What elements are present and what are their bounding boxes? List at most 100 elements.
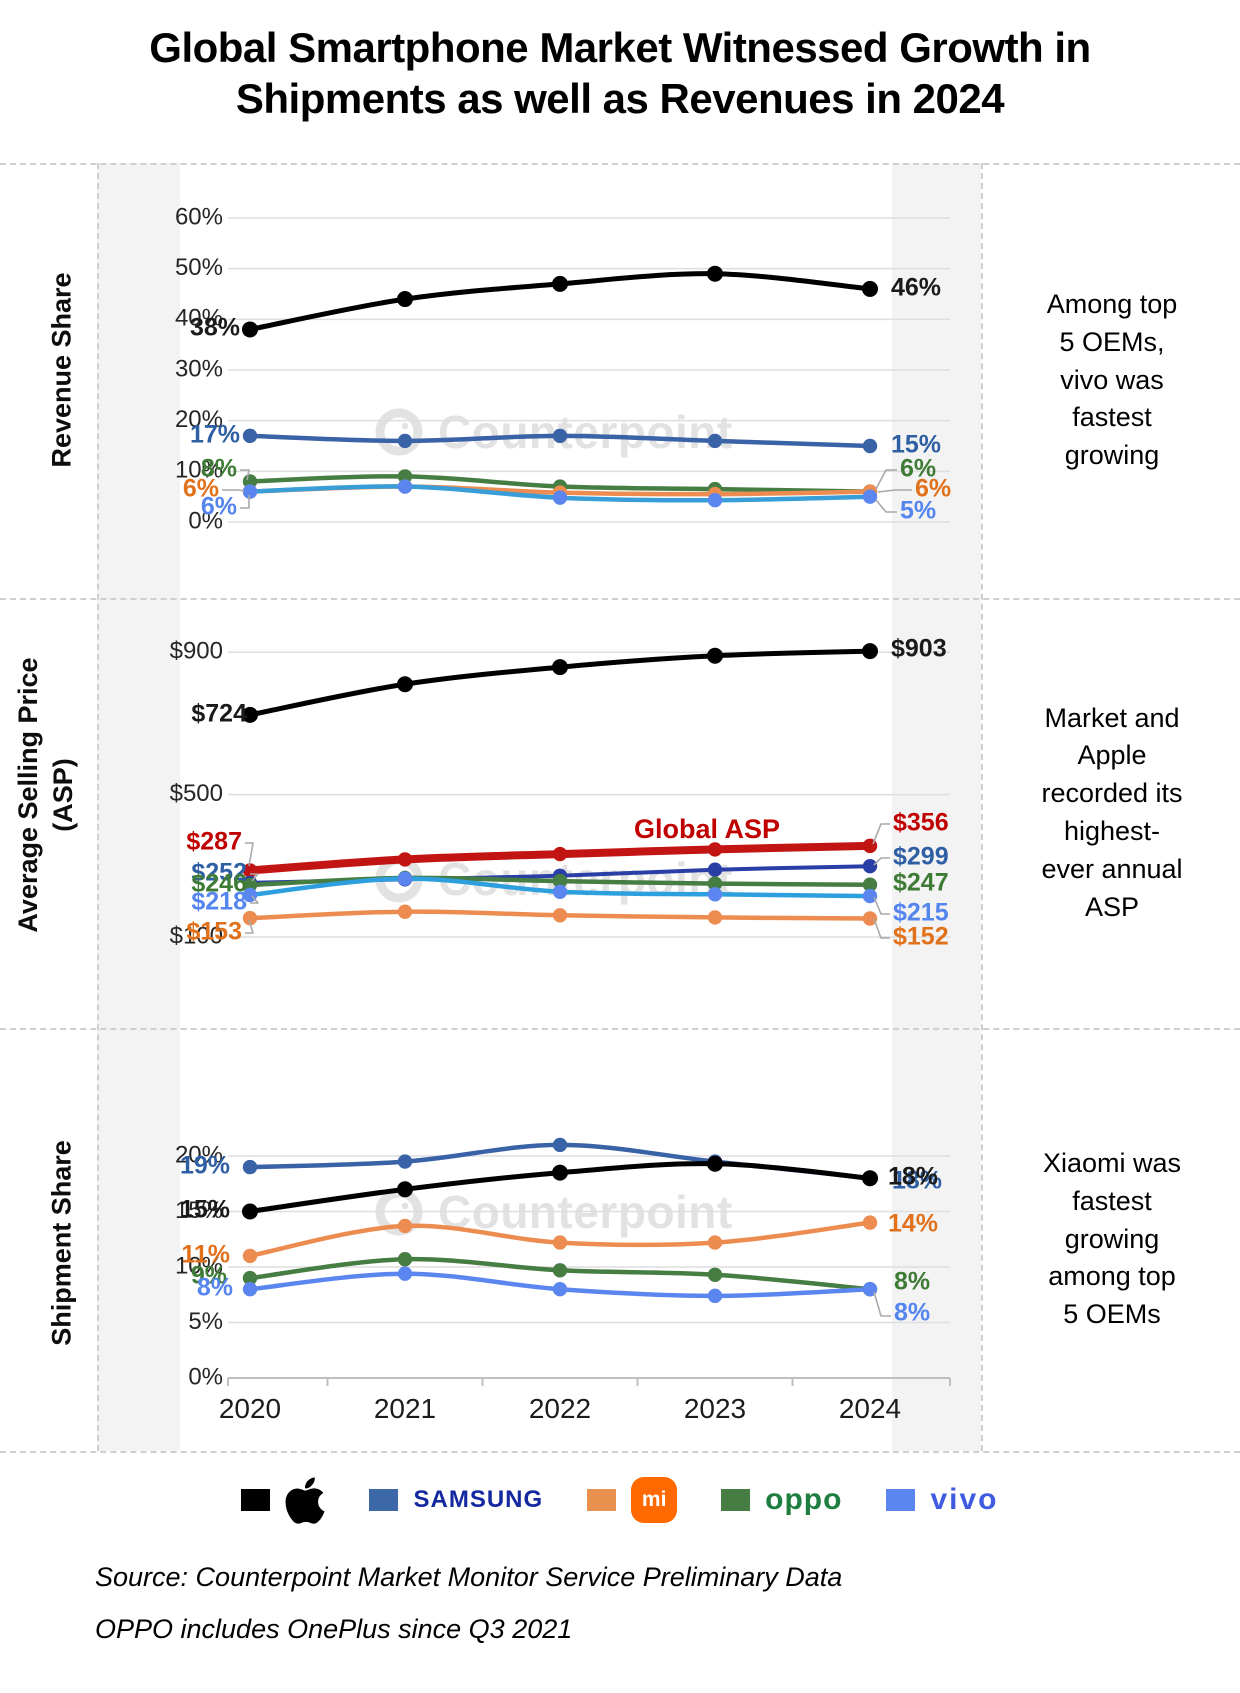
label-connector bbox=[250, 873, 259, 882]
asp-marker-xiaomi bbox=[397, 904, 413, 919]
shipment-marker-xiaomi bbox=[552, 1235, 568, 1250]
revenue-left-value-xiaomi: 6% bbox=[183, 475, 219, 503]
asp-marker-vivo bbox=[707, 887, 723, 902]
footnote-oppo-oneplus: OPPO includes OnePlus since Q3 2021 bbox=[95, 1614, 573, 1644]
divider-row1-row2 bbox=[0, 598, 1240, 600]
shipment-left-value-vivo: 8% bbox=[197, 1274, 233, 1302]
divider-bottom bbox=[0, 1451, 1240, 1453]
divider-row2-row3 bbox=[0, 1028, 1240, 1030]
global-asp-series-label: Global ASP bbox=[634, 814, 780, 844]
label-connector bbox=[872, 823, 890, 845]
asp-marker-samsung bbox=[862, 858, 878, 874]
shipment-marker-oppo bbox=[707, 1267, 723, 1282]
revenue-right-value-samsung: 15% bbox=[891, 431, 941, 459]
asp-marker-oppo bbox=[862, 877, 878, 892]
shipment-marker-samsung bbox=[552, 1137, 568, 1153]
label-connector bbox=[245, 842, 254, 867]
revenue-left-value-vivo: 6% bbox=[201, 493, 237, 521]
asp-marker-xiaomi bbox=[242, 910, 258, 926]
label-connector bbox=[245, 919, 254, 934]
y-axis-title-revenue-share: Revenue Share bbox=[46, 272, 77, 468]
y-tick-label: 20% bbox=[175, 1141, 223, 1168]
left-gray-band bbox=[97, 163, 180, 1451]
legend-swatch-oppo bbox=[721, 1489, 751, 1511]
revenue-marker-vivo bbox=[397, 479, 413, 494]
revenue-marker-samsung bbox=[242, 428, 258, 444]
shipment-left-value-apple: 15% bbox=[180, 1196, 230, 1224]
revenue-marker-vivo bbox=[707, 493, 723, 508]
y-tick-label: 20% bbox=[175, 406, 223, 433]
divider-annotation-col bbox=[981, 163, 983, 1451]
label-connector bbox=[240, 469, 250, 481]
y-tick-label: $900 bbox=[170, 638, 223, 665]
label-connector bbox=[250, 895, 259, 904]
oppo-wordmark: oppo bbox=[765, 1483, 843, 1516]
annotation-shipment: Xiaomi was fastest growing among top 5 O… bbox=[1042, 1148, 1182, 1330]
x-axis-label-2024: 2024 bbox=[839, 1393, 901, 1424]
x-axis-label-2023: 2023 bbox=[684, 1393, 746, 1424]
y-tick-label: 15% bbox=[175, 1197, 223, 1224]
shipment-right-value-samsung: 18% bbox=[892, 1167, 942, 1195]
shipment-marker-vivo bbox=[242, 1282, 258, 1297]
shipment-marker-apple bbox=[862, 1170, 878, 1187]
shipment-marker-vivo bbox=[397, 1266, 413, 1281]
label-connector bbox=[875, 469, 897, 490]
revenue-right-value-vivo: 5% bbox=[900, 497, 936, 525]
asp-marker-apple bbox=[552, 659, 568, 676]
page-title: Global Smartphone Market Witnessed Growt… bbox=[149, 24, 1091, 123]
x-axis-label-2022: 2022 bbox=[529, 1393, 591, 1424]
shipment-marker-apple bbox=[707, 1155, 723, 1172]
asp-left-value-apple: $724 bbox=[191, 700, 247, 728]
legend-item-xiaomi: mi bbox=[587, 1477, 678, 1523]
asp-marker-samsung bbox=[707, 862, 723, 877]
asp-marker-oppo bbox=[707, 876, 723, 891]
legend-swatch-apple bbox=[241, 1489, 271, 1511]
revenue-marker-apple bbox=[242, 321, 258, 338]
shipment-right-value-xiaomi: 14% bbox=[888, 1210, 938, 1238]
asp-marker-xiaomi bbox=[707, 910, 723, 925]
asp-marker-global-asp bbox=[397, 852, 413, 867]
shipment-marker-xiaomi bbox=[242, 1248, 258, 1264]
shipment-marker-xiaomi bbox=[862, 1215, 878, 1230]
revenue-marker-vivo bbox=[862, 489, 878, 504]
shipment-marker-oppo bbox=[242, 1270, 258, 1286]
annotation-revenue: Among top 5 OEMs, vivo was fastest growi… bbox=[1046, 289, 1178, 471]
revenue-right-value-apple: 46% bbox=[891, 274, 941, 302]
revenue-marker-samsung bbox=[862, 438, 878, 454]
shipment-right-value-apple: 18% bbox=[888, 1163, 938, 1191]
asp-marker-xiaomi bbox=[552, 908, 568, 923]
legend: SAMSUNG mi oppo vivo bbox=[0, 1458, 1240, 1542]
shipment-marker-oppo bbox=[397, 1252, 413, 1267]
shipment-marker-xiaomi bbox=[397, 1218, 413, 1234]
revenue-left-value-apple: 38% bbox=[190, 314, 240, 342]
revenue-marker-apple bbox=[397, 291, 413, 308]
x-axis-label-2020: 2020 bbox=[219, 1393, 281, 1424]
label-connector bbox=[873, 857, 890, 866]
revenue-right-value-oppo: 6% bbox=[900, 455, 936, 483]
revenue-marker-oppo bbox=[242, 474, 258, 489]
revenue-left-value-samsung: 17% bbox=[190, 421, 240, 449]
label-connector bbox=[873, 1291, 891, 1317]
annotation-asp: Market and Apple recorded its highest- e… bbox=[1041, 702, 1183, 922]
asp-left-value-oppo: $246 bbox=[191, 870, 247, 898]
shipment-left-value-xiaomi: 11% bbox=[181, 1241, 230, 1269]
revenue-marker-apple bbox=[862, 280, 878, 297]
asp-marker-global-asp bbox=[552, 846, 568, 862]
asp-right-value-oppo: $247 bbox=[893, 869, 949, 897]
shipment-marker-samsung bbox=[397, 1154, 413, 1169]
asp-marker-oppo bbox=[242, 877, 258, 893]
asp-marker-apple bbox=[862, 643, 878, 660]
asp-marker-vivo bbox=[397, 871, 413, 886]
y-axis-title-shipment-share: Shipment Share bbox=[46, 1140, 77, 1346]
shipment-marker-apple bbox=[242, 1203, 258, 1220]
revenue-marker-oppo bbox=[397, 469, 413, 484]
x-axis-label-2021: 2021 bbox=[374, 1393, 436, 1424]
revenue-marker-samsung bbox=[552, 428, 568, 444]
revenue-marker-samsung bbox=[707, 433, 723, 449]
shipment-marker-xiaomi bbox=[707, 1235, 723, 1250]
y-tick-label: 60% bbox=[175, 203, 223, 230]
asp-marker-global-asp bbox=[707, 842, 723, 857]
chart-revenue: 60%50%40%30%20%10%0%38%46%17% 15%8% 6%6% 6%… bbox=[175, 203, 951, 534]
asp-right-value-samsung: $299 bbox=[893, 843, 949, 871]
legend-swatch-xiaomi bbox=[587, 1489, 617, 1511]
